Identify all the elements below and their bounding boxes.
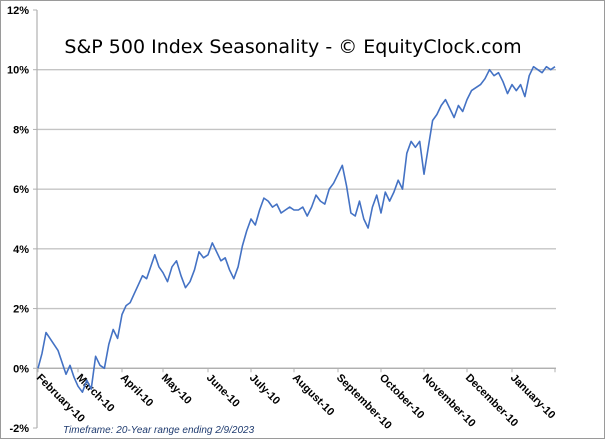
y-tick-label: 2% [13, 304, 29, 316]
y-tick-label: 12% [7, 5, 29, 17]
y-axis: -2% 0% 2% 4% 6% 8% 10% 12% [7, 5, 38, 435]
x-tick-label: June-10 [204, 372, 242, 410]
y-tick-label: 0% [13, 363, 29, 375]
y-tick-label: 8% [13, 124, 29, 136]
y-tick-label: 10% [7, 65, 29, 77]
timeframe-footnote: Timeframe: 20-Year range ending 2/9/2023 [63, 425, 255, 436]
x-tick-label: May-10 [159, 372, 194, 407]
x-tick-label: August-10 [290, 372, 337, 419]
y-tick-label: 4% [13, 244, 29, 256]
x-tick-label: January-10 [508, 372, 558, 422]
x-tick-label: July-10 [247, 372, 282, 407]
chart-title: S&P 500 Index Seasonality - © EquityCloc… [64, 36, 521, 58]
x-tick-label: April-10 [118, 372, 155, 409]
y-tick-label: 6% [13, 184, 29, 196]
x-tick-label: March-10 [74, 372, 117, 415]
series-line [37, 65, 556, 393]
y-tick-label: -2% [9, 423, 29, 435]
gridlines [37, 69, 556, 369]
